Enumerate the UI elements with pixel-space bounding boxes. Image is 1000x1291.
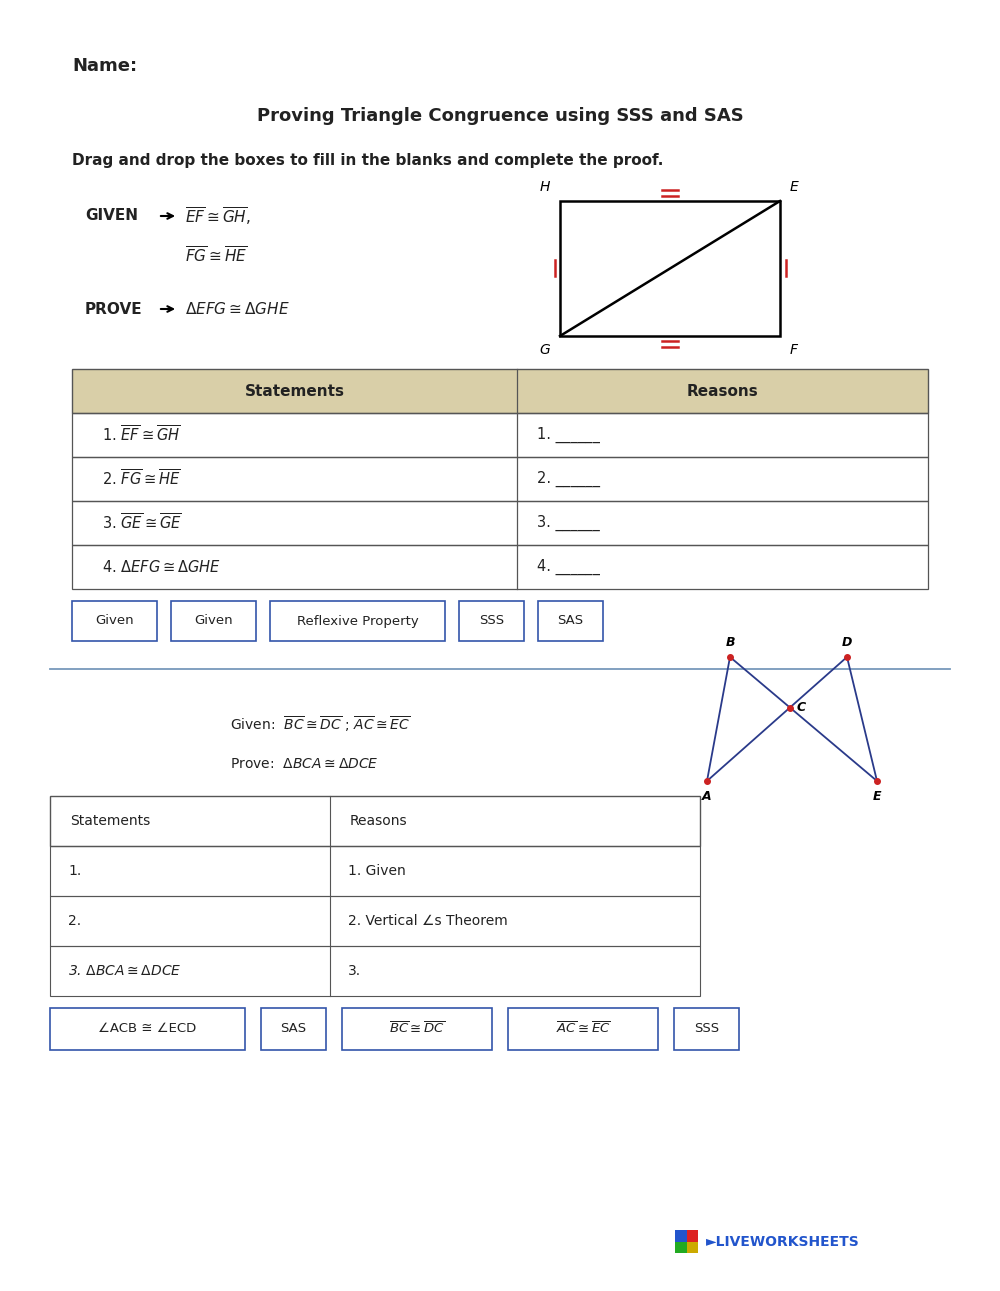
Text: 2. ______: 2. ______ <box>537 471 600 487</box>
Text: Statements: Statements <box>70 815 150 828</box>
Text: C: C <box>797 701 806 714</box>
Text: Reasons: Reasons <box>350 815 407 828</box>
Text: 3.: 3. <box>348 964 361 979</box>
Text: GIVEN: GIVEN <box>85 209 138 223</box>
Polygon shape <box>675 1242 686 1254</box>
Text: 2.: 2. <box>68 914 81 928</box>
Text: 1. $\overline{EF} \cong \overline{GH}$: 1. $\overline{EF} \cong \overline{GH}$ <box>102 425 181 445</box>
Text: Drag and drop the boxes to fill in the blanks and complete the proof.: Drag and drop the boxes to fill in the b… <box>72 154 663 169</box>
Text: H: H <box>540 179 550 194</box>
Text: B: B <box>725 636 735 649</box>
Text: SSS: SSS <box>694 1022 719 1035</box>
Text: 2. Vertical ∠s Theorem: 2. Vertical ∠s Theorem <box>348 914 507 928</box>
Text: F: F <box>790 343 798 358</box>
Text: Name:: Name: <box>72 57 137 75</box>
Text: 2. $\overline{FG} \cong \overline{HE}$: 2. $\overline{FG} \cong \overline{HE}$ <box>102 469 181 489</box>
Text: 4. $\Delta EFG \cong \Delta GHE$: 4. $\Delta EFG \cong \Delta GHE$ <box>102 559 221 574</box>
Text: 3. $\Delta BCA \cong \Delta DCE$: 3. $\Delta BCA \cong \Delta DCE$ <box>68 964 181 979</box>
Text: $\overline{AC} \cong \overline{EC}$: $\overline{AC} \cong \overline{EC}$ <box>556 1021 610 1037</box>
Text: 3. ______: 3. ______ <box>537 515 600 531</box>
Text: Statements: Statements <box>245 383 345 399</box>
Text: Reasons: Reasons <box>687 383 758 399</box>
Text: 4. ______: 4. ______ <box>537 559 600 574</box>
Text: Prove:  $\Delta BCA \cong \Delta DCE$: Prove: $\Delta BCA \cong \Delta DCE$ <box>230 757 379 771</box>
Text: Given: Given <box>194 615 233 627</box>
Text: A: A <box>702 790 712 803</box>
Text: $\overline{FG} \cong \overline{HE}$: $\overline{FG} \cong \overline{HE}$ <box>185 247 247 266</box>
Text: ∠ACB ≅ ∠ECD: ∠ACB ≅ ∠ECD <box>98 1022 197 1035</box>
Polygon shape <box>686 1230 698 1242</box>
Text: G: G <box>539 343 550 358</box>
Text: $\overline{BC} \cong \overline{DC}$: $\overline{BC} \cong \overline{DC}$ <box>389 1021 445 1037</box>
Text: SAS: SAS <box>557 615 584 627</box>
Text: D: D <box>842 636 852 649</box>
Polygon shape <box>686 1242 698 1254</box>
Text: $\overline{EF} \cong \overline{GH},$: $\overline{EF} \cong \overline{GH},$ <box>185 205 251 227</box>
Text: Reflexive Property: Reflexive Property <box>297 615 418 627</box>
Text: 3. $\overline{GE} \cong \overline{GE}$: 3. $\overline{GE} \cong \overline{GE}$ <box>102 513 182 533</box>
Text: Proving Triangle Congruence using SSS and SAS: Proving Triangle Congruence using SSS an… <box>257 107 743 125</box>
Text: PROVE: PROVE <box>85 302 143 316</box>
Polygon shape <box>675 1230 686 1242</box>
Text: Given:  $\overline{BC} \cong \overline{DC}$ ; $\overline{AC} \cong \overline{EC}: Given: $\overline{BC} \cong \overline{DC… <box>230 714 410 733</box>
Text: $\Delta EFG \cong \Delta GHE$: $\Delta EFG \cong \Delta GHE$ <box>185 301 290 318</box>
Polygon shape <box>50 797 700 846</box>
Text: 1. ______: 1. ______ <box>537 427 600 443</box>
Text: SAS: SAS <box>280 1022 307 1035</box>
Text: E: E <box>873 790 881 803</box>
Text: SSS: SSS <box>479 615 504 627</box>
Polygon shape <box>72 369 928 413</box>
Text: E: E <box>790 179 799 194</box>
Text: 1.: 1. <box>68 864 81 878</box>
Text: Given: Given <box>95 615 134 627</box>
Text: 1. Given: 1. Given <box>348 864 405 878</box>
Text: ►LIVEWORKSHEETS: ►LIVEWORKSHEETS <box>706 1234 860 1248</box>
